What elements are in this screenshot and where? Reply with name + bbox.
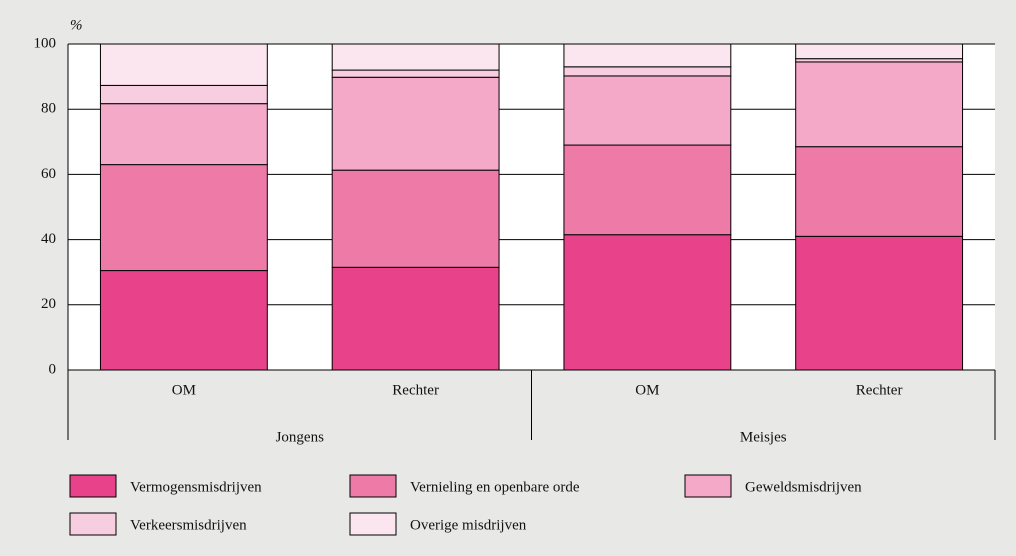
y-tick-label: 100 <box>34 35 57 51</box>
legend-label: Overige misdrijven <box>410 517 527 533</box>
bar-segment <box>99 43 268 86</box>
bar-segment <box>563 75 732 146</box>
x-tick-label: Rechter <box>856 382 903 398</box>
bar-segment <box>331 266 500 371</box>
bar-segment <box>795 146 964 237</box>
y-tick-label: 80 <box>41 101 56 117</box>
bar-segment <box>795 235 964 371</box>
y-tick-label: 60 <box>41 166 56 182</box>
legend-label: Vermogensmisdrijven <box>130 479 262 495</box>
legend-swatch <box>349 512 397 536</box>
legend-swatch <box>349 474 397 498</box>
y-tick-label: 0 <box>49 361 57 377</box>
bar-segment <box>99 270 268 371</box>
bar-segment <box>331 76 500 171</box>
bar-segment <box>99 103 268 166</box>
bar-segment <box>99 84 268 105</box>
y-unit: % <box>70 17 83 33</box>
bar-segment <box>331 69 500 78</box>
bar-segment <box>563 234 732 371</box>
bar-segment <box>331 43 500 71</box>
legend-swatch <box>69 474 117 498</box>
x-tick-label: Rechter <box>392 382 439 398</box>
y-tick-label: 40 <box>41 231 56 247</box>
legend-label: Geweldsmisdrijven <box>745 479 862 495</box>
group-label: Meisjes <box>740 429 787 445</box>
legend-swatch <box>684 474 732 498</box>
bar-segment <box>563 144 732 236</box>
bar-segment <box>331 169 500 268</box>
bar-segment <box>563 43 732 68</box>
bar-segment <box>99 164 268 272</box>
y-tick-label: 20 <box>41 296 56 312</box>
legend-label: Vernieling en openbare orde <box>410 479 580 495</box>
x-tick-label: OM <box>635 382 659 398</box>
x-tick-label: OM <box>172 382 196 398</box>
bar-segment <box>795 43 964 60</box>
legend-label: Verkeersmisdrijven <box>130 517 247 533</box>
legend-swatch <box>69 512 117 536</box>
group-label: Jongens <box>276 429 324 445</box>
bar-segment <box>563 66 732 77</box>
bar-segment <box>795 61 964 148</box>
